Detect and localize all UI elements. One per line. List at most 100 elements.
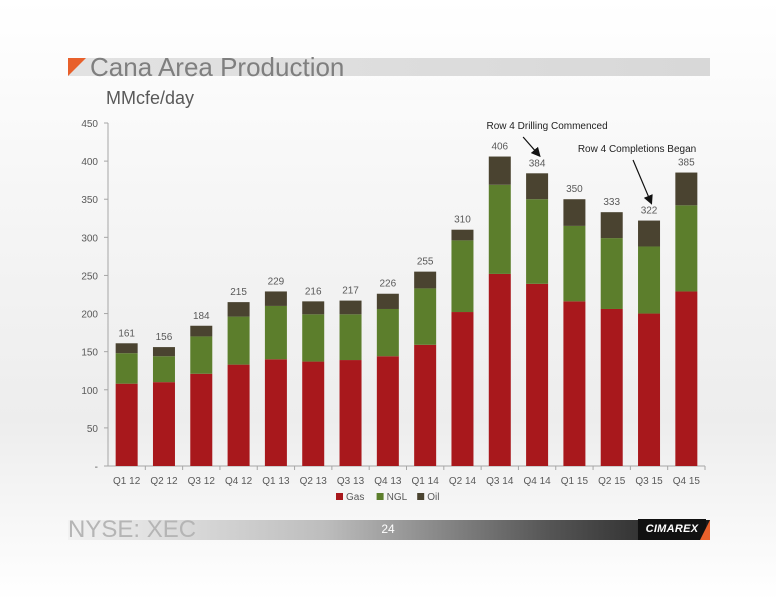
bar-segment-ngl bbox=[675, 205, 698, 292]
bar-segment-oil bbox=[488, 156, 511, 185]
y-tick-label: 100 bbox=[81, 386, 98, 397]
bar-total-label: 156 bbox=[156, 332, 173, 343]
annotation-completions-arrow bbox=[632, 159, 653, 205]
bar-total-label: 226 bbox=[380, 279, 397, 290]
bar-segment-oil bbox=[526, 173, 549, 200]
bar-total-label: 406 bbox=[491, 142, 508, 153]
bar-segment-oil bbox=[264, 291, 287, 306]
bar-segment-gas bbox=[152, 382, 175, 466]
bar-total-label: 322 bbox=[641, 206, 658, 217]
x-tick-label: Q4 14 bbox=[523, 476, 551, 487]
footer-bar bbox=[68, 520, 710, 540]
bar-segment-oil bbox=[115, 343, 138, 354]
y-tick-label: 450 bbox=[81, 119, 98, 130]
x-tick-label: Q3 14 bbox=[486, 476, 514, 487]
bar-segment-oil bbox=[302, 301, 325, 315]
bar-segment-oil bbox=[227, 302, 250, 317]
x-tick-label: Q2 13 bbox=[300, 476, 328, 487]
bar-segment-oil bbox=[152, 347, 175, 357]
x-tick-label: Q1 15 bbox=[561, 476, 589, 487]
legend-label-oil: Oil bbox=[427, 492, 439, 503]
x-tick-label: Q3 13 bbox=[337, 476, 365, 487]
bar-segment-ngl bbox=[152, 356, 175, 383]
x-tick-label: Q1 12 bbox=[113, 476, 141, 487]
bar-segment-gas bbox=[600, 308, 623, 466]
annotation-drilling-label: Row 4 Drilling Commenced bbox=[487, 121, 608, 132]
y-tick-label: 350 bbox=[81, 195, 98, 206]
bar-total-label: 333 bbox=[603, 197, 620, 208]
annotation-completions-label: Row 4 Completions Began bbox=[578, 144, 696, 155]
bar-total-label: 350 bbox=[566, 184, 583, 195]
bar-total-label: 217 bbox=[342, 286, 359, 297]
bar-segment-gas bbox=[563, 301, 586, 466]
logo-accent-corner bbox=[700, 520, 710, 540]
bar-total-label: 215 bbox=[230, 287, 247, 298]
title-accent-corner bbox=[68, 58, 86, 76]
footer-ticker: NYSE: XEC bbox=[68, 516, 197, 543]
bar-segment-gas bbox=[302, 361, 325, 466]
bar-segment-ngl bbox=[264, 305, 287, 360]
bar-total-label: 161 bbox=[118, 328, 135, 339]
bar-total-label: 255 bbox=[417, 257, 434, 268]
cimarex-logo: CIMAREX bbox=[638, 519, 706, 540]
bar-segment-ngl bbox=[302, 314, 325, 362]
bar-segment-gas bbox=[488, 273, 511, 466]
y-tick-label: 400 bbox=[81, 157, 98, 168]
y-tick-label: 200 bbox=[81, 310, 98, 321]
x-tick-label: Q4 12 bbox=[225, 476, 253, 487]
bar-total-label: 384 bbox=[529, 158, 546, 169]
bar-total-label: 310 bbox=[454, 215, 471, 226]
bar-segment-ngl bbox=[600, 238, 623, 309]
y-tick-label: 300 bbox=[81, 233, 98, 244]
bar-segment-ngl bbox=[414, 288, 437, 345]
bar-segment-gas bbox=[190, 373, 213, 466]
bar-total-label: 184 bbox=[193, 311, 210, 322]
legend-swatch-gas bbox=[336, 493, 343, 500]
bar-segment-ngl bbox=[115, 353, 138, 384]
slide-title: Cana Area Production bbox=[90, 52, 345, 82]
annotation-drilling-arrow bbox=[522, 136, 541, 158]
bar-segment-oil bbox=[563, 199, 586, 226]
x-tick-label: Q4 13 bbox=[374, 476, 402, 487]
bar-segment-ngl bbox=[376, 308, 399, 357]
bar-segment-ngl bbox=[190, 336, 213, 374]
bar-segment-oil bbox=[600, 212, 623, 239]
title-bar bbox=[68, 58, 710, 76]
bar-segment-gas bbox=[227, 364, 250, 466]
bar-segment-ngl bbox=[339, 314, 362, 361]
bar-total-label: 385 bbox=[678, 158, 695, 169]
bar-segment-ngl bbox=[526, 199, 549, 284]
bar-segment-oil bbox=[638, 220, 661, 247]
bar-segment-ngl bbox=[451, 240, 474, 313]
bar-total-label: 229 bbox=[268, 276, 285, 287]
bar-segment-gas bbox=[638, 313, 661, 466]
bar-total-label: 216 bbox=[305, 286, 322, 297]
bar-segment-oil bbox=[414, 271, 437, 289]
x-tick-label: Q2 14 bbox=[449, 476, 477, 487]
bar-segment-gas bbox=[526, 283, 549, 466]
bar-segment-oil bbox=[376, 293, 399, 309]
bar-segment-gas bbox=[115, 383, 138, 466]
y-tick-label: 250 bbox=[81, 271, 98, 282]
bar-segment-ngl bbox=[563, 225, 586, 302]
y-tick-label: - bbox=[95, 462, 98, 473]
bar-segment-oil bbox=[675, 172, 698, 206]
bar-segment-gas bbox=[451, 312, 474, 466]
x-tick-label: Q4 15 bbox=[673, 476, 701, 487]
x-tick-label: Q3 12 bbox=[188, 476, 216, 487]
bar-segment-ngl bbox=[638, 246, 661, 314]
x-tick-label: Q1 14 bbox=[412, 476, 440, 487]
y-tick-label: 50 bbox=[87, 424, 99, 435]
x-tick-label: Q2 15 bbox=[598, 476, 626, 487]
bar-segment-ngl bbox=[488, 184, 511, 274]
page-number: 24 bbox=[381, 522, 395, 536]
x-tick-label: Q3 15 bbox=[635, 476, 663, 487]
bar-segment-oil bbox=[190, 325, 213, 337]
bar-segment-gas bbox=[675, 291, 698, 466]
x-tick-label: Q1 13 bbox=[262, 476, 290, 487]
legend-label-gas: Gas bbox=[346, 492, 364, 503]
legend-label-ngl: NGL bbox=[387, 492, 408, 503]
bar-segment-oil bbox=[451, 229, 474, 241]
chart-unit-subtitle: MMcfe/day bbox=[106, 88, 195, 108]
